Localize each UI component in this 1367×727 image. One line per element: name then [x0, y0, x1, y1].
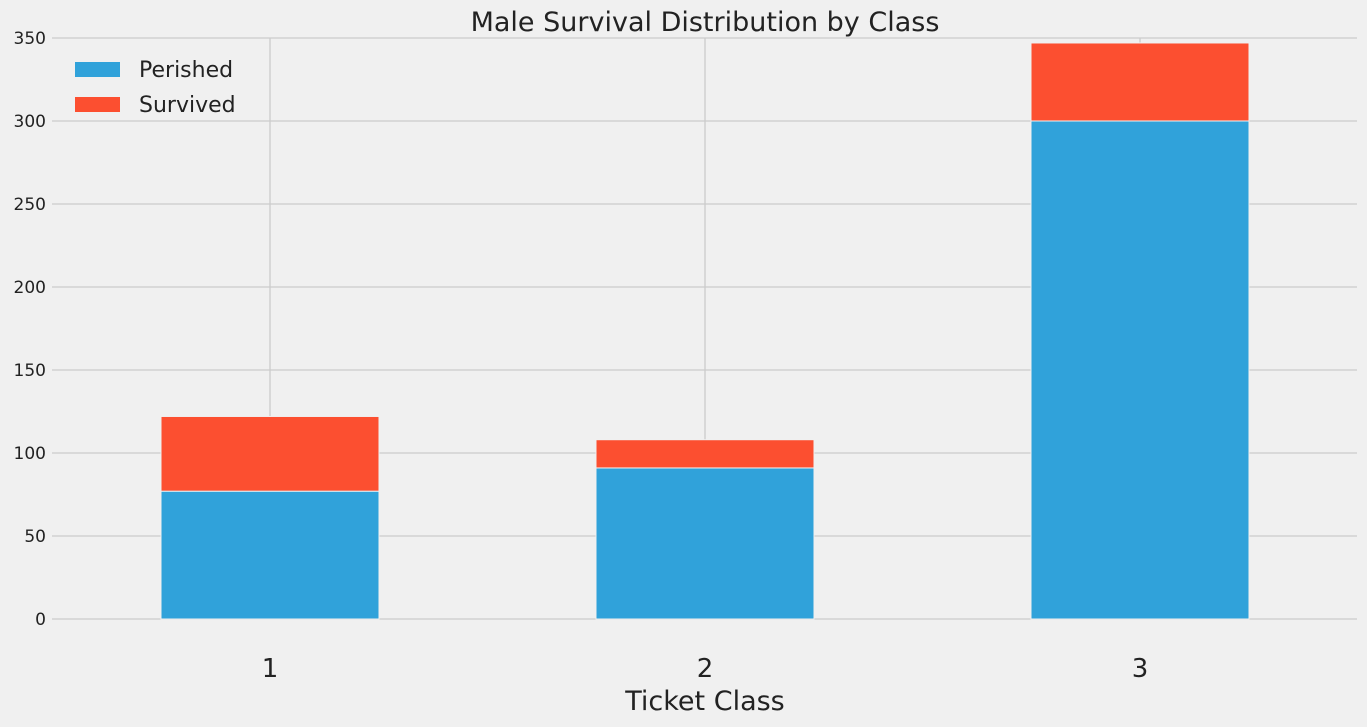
y-tick-label: 100: [14, 444, 46, 464]
y-tick-label: 0: [35, 610, 46, 630]
bar-survived-class-3: [1030, 42, 1250, 122]
y-tick-label: 350: [14, 29, 46, 49]
bar-perished-class-3: [1030, 120, 1250, 620]
bar-perished-class-2: [595, 467, 815, 620]
y-tick-label: 250: [14, 195, 46, 215]
legend-swatch-survived: [75, 97, 120, 112]
legend-label-survived: Survived: [139, 93, 236, 118]
x-tick-label: 2: [697, 654, 714, 684]
y-tick-labels: 0 50 100 150 200 250 300 350: [14, 29, 46, 630]
x-tick-label: 1: [262, 654, 279, 684]
x-axis-label: Ticket Class: [624, 686, 785, 717]
y-tick-label: 50: [24, 527, 46, 547]
bar-survived-class-1: [160, 415, 380, 492]
x-tick-label: 3: [1132, 654, 1149, 684]
x-tick-labels: 1 2 3: [262, 654, 1149, 684]
legend-label-perished: Perished: [139, 58, 233, 83]
bar-survived-class-2: [595, 439, 815, 469]
legend-swatch-perished: [75, 62, 120, 77]
chart-title: Male Survival Distribution by Class: [471, 7, 940, 38]
y-tick-label: 300: [14, 112, 46, 132]
y-tick-label: 150: [14, 361, 46, 381]
bars: [160, 42, 1250, 620]
bar-perished-class-1: [160, 490, 380, 620]
y-tick-label: 200: [14, 278, 46, 298]
legend: Perished Survived: [75, 58, 236, 118]
